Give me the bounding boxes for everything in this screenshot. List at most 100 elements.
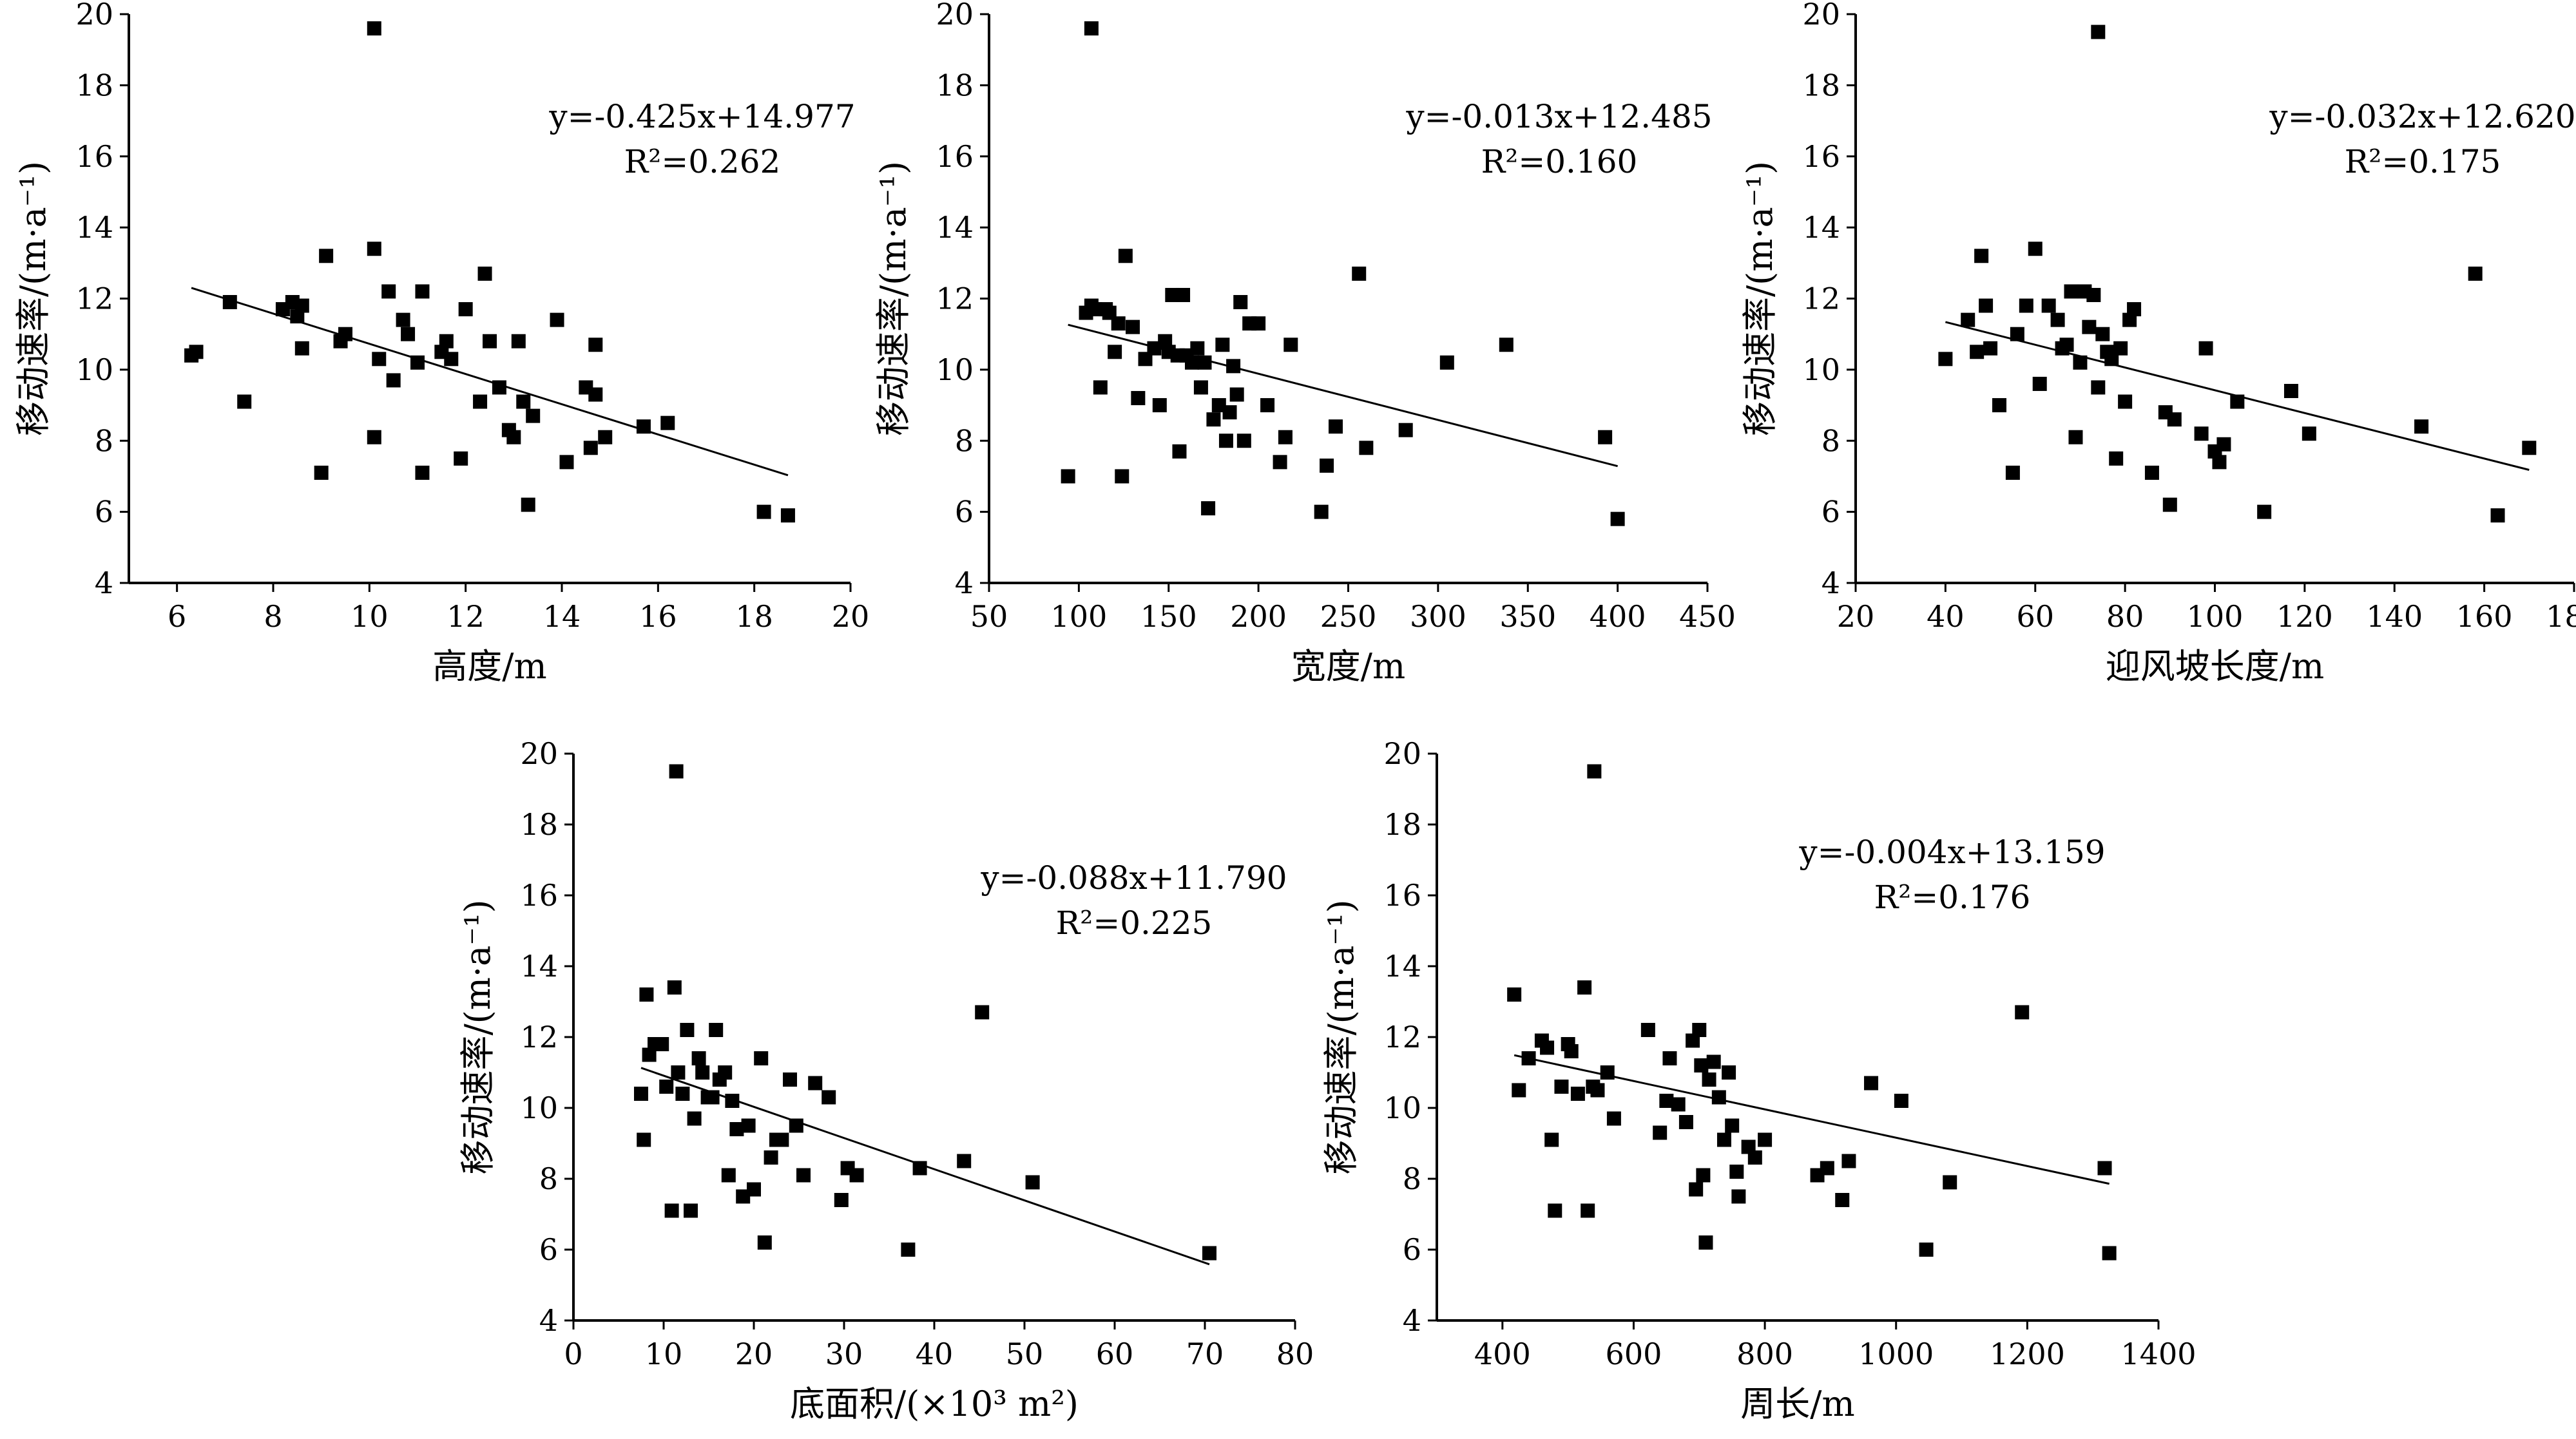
data-point <box>1653 1125 1668 1140</box>
data-point <box>2302 426 2316 441</box>
data-point <box>637 1132 651 1147</box>
data-point <box>671 1065 686 1080</box>
data-point <box>237 394 252 409</box>
data-point <box>477 266 492 281</box>
data-point <box>1236 434 1251 448</box>
data-point <box>1835 1193 1850 1207</box>
data-point <box>1938 352 1953 367</box>
data-point <box>1581 1203 1595 1218</box>
data-point <box>639 987 654 1002</box>
data-point <box>1176 287 1191 302</box>
data-point <box>2162 497 2177 512</box>
data-point <box>2019 298 2033 313</box>
chart-panel-1: 4 6 8 10 12 14 16 18 20 6 8 10 12 14 16 18 20 高度/m 移动速率/(m… <box>13 0 869 687</box>
data-point <box>2005 465 2020 480</box>
data-point <box>222 295 237 310</box>
x-tick-label: 0 <box>564 1337 582 1371</box>
x-tick-label: 20 <box>832 599 870 634</box>
data-point <box>1278 430 1293 444</box>
data-point <box>1758 1132 1773 1147</box>
regression-equation: y=-0.425x+14.977 <box>548 98 855 135</box>
data-point <box>756 504 771 519</box>
data-point <box>1678 1115 1693 1129</box>
data-point <box>1864 1076 1879 1091</box>
y-tick-label: 16 <box>1802 139 1840 174</box>
data-point <box>1600 1065 1615 1080</box>
data-point <box>2216 437 2231 452</box>
data-point <box>319 249 334 263</box>
y-tick-label: 6 <box>955 495 974 529</box>
data-point <box>680 1023 695 1037</box>
y-tick-label: 4 <box>95 566 113 600</box>
data-point <box>822 1090 836 1105</box>
y-tick-label: 8 <box>1821 423 1840 458</box>
data-point <box>1706 1054 1721 1069</box>
data-point <box>2194 426 2209 441</box>
x-tick-label: 400 <box>1474 1337 1531 1371</box>
data-point <box>1352 266 1367 281</box>
data-point <box>1184 355 1199 370</box>
data-point <box>559 455 574 470</box>
data-point <box>1439 355 1454 370</box>
data-point <box>1172 444 1187 459</box>
data-point <box>1061 469 1075 484</box>
data-point <box>2097 1161 2112 1176</box>
data-point <box>439 334 454 348</box>
data-point <box>957 1154 972 1168</box>
data-point <box>1662 1051 1677 1065</box>
y-tick-label: 10 <box>1383 1091 1421 1125</box>
data-point <box>1943 1175 1957 1190</box>
x-tick-label: 180 <box>2546 599 2576 634</box>
data-point <box>1961 312 1975 327</box>
data-point <box>1273 455 1287 470</box>
x-tick-label: 6 <box>168 599 186 634</box>
data-point <box>634 1087 648 1101</box>
y-tick-label: 14 <box>75 210 113 245</box>
data-point <box>834 1193 849 1207</box>
data-point <box>691 1051 706 1065</box>
data-point <box>1314 504 1329 519</box>
data-point <box>1131 391 1146 406</box>
data-point <box>2490 508 2505 523</box>
data-point <box>2283 383 2298 398</box>
data-point <box>2127 302 2142 317</box>
x-tick-label: 200 <box>1230 599 1287 634</box>
data-point <box>1115 469 1129 484</box>
x-tick-label: 250 <box>1320 599 1377 634</box>
data-point <box>2091 24 2106 39</box>
x-tick-label: 120 <box>2276 599 2333 634</box>
data-point <box>669 764 684 779</box>
data-point <box>774 1132 789 1147</box>
data-point <box>2414 419 2429 434</box>
data-point <box>516 394 531 409</box>
x-tick-label: 18 <box>735 599 773 634</box>
data-point <box>1970 345 1985 359</box>
regression-equation: y=-0.013x+12.485 <box>1405 98 1712 135</box>
data-point <box>2091 380 2106 395</box>
x-tick-label: 8 <box>264 599 282 634</box>
y-axis-label: 移动速率/(m·a⁻¹) <box>1321 899 1361 1174</box>
data-point <box>780 508 795 523</box>
data-point <box>526 408 541 423</box>
data-point <box>410 355 425 370</box>
x-axis-label: 周长/m <box>1740 1384 1854 1424</box>
data-point <box>754 1051 769 1065</box>
data-point <box>2010 327 2024 341</box>
y-tick-label: 18 <box>75 68 113 102</box>
x-tick-label: 70 <box>1186 1337 1224 1371</box>
y-tick-label: 12 <box>936 281 974 316</box>
data-point <box>1979 298 1994 313</box>
data-point <box>2102 1246 2117 1261</box>
data-point <box>415 465 430 480</box>
chart-panel-3: 4 6 8 10 12 14 16 18 20 20 40 60 80 100 120 140 160 180 迎风… <box>1740 0 2576 687</box>
data-point <box>1696 1168 1711 1183</box>
y-tick-label: 4 <box>955 566 974 600</box>
data-point <box>1283 338 1298 352</box>
data-point <box>2104 352 2119 367</box>
x-tick-label: 800 <box>1736 1337 1793 1371</box>
chart-panel-2: 4 6 8 10 12 14 16 18 20 50 100 150 200 250 300 350 400 45… <box>873 0 1736 687</box>
data-point <box>1659 1094 1674 1108</box>
data-point <box>1202 1246 1216 1261</box>
data-point <box>1328 419 1343 434</box>
